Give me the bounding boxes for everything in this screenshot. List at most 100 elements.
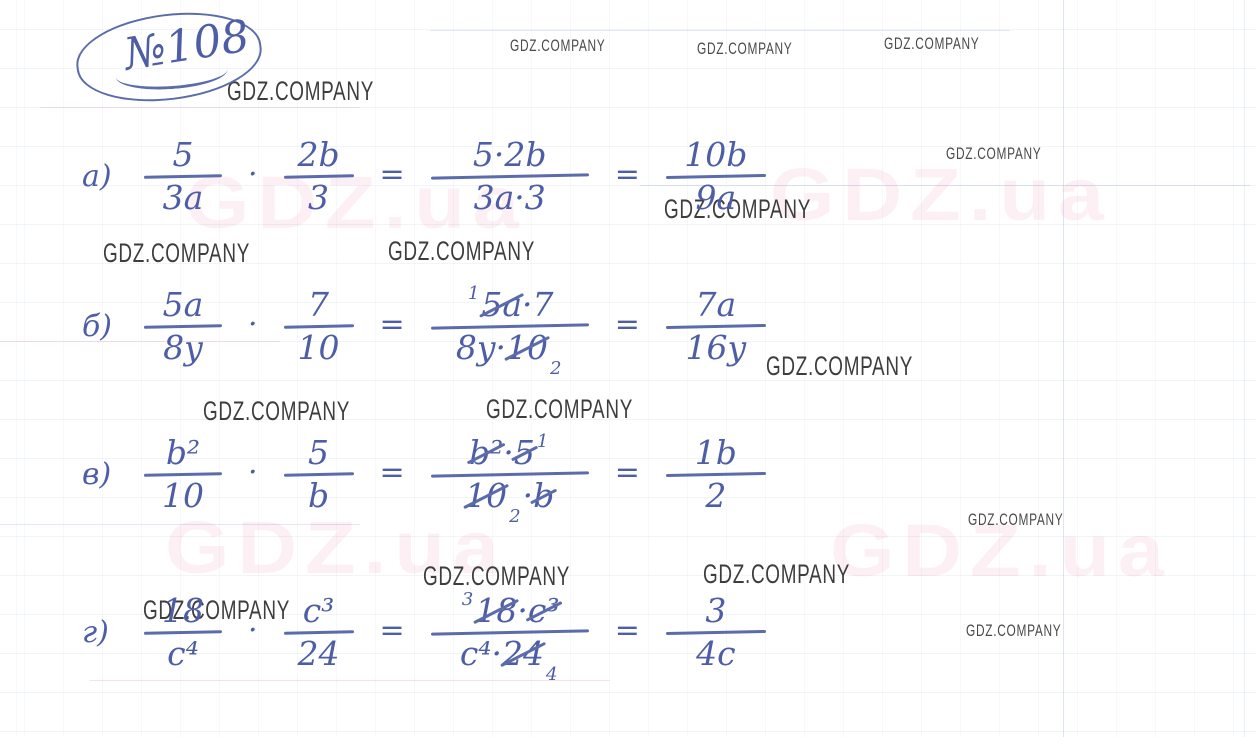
denominator: 10 bbox=[162, 475, 204, 515]
equals-sign: = bbox=[379, 157, 405, 193]
cancelled-term: b bbox=[533, 475, 555, 515]
denominator: b bbox=[307, 475, 330, 515]
fraction-bar bbox=[665, 471, 766, 477]
denominator: c⁴ bbox=[167, 633, 199, 673]
denominator: 9a bbox=[695, 177, 737, 217]
cancelled-term: b² bbox=[468, 433, 504, 472]
denominator: c⁴·244 bbox=[459, 633, 558, 686]
ghost-watermark: GDZ.ua bbox=[770, 153, 1112, 236]
denominator: 3a bbox=[162, 177, 204, 217]
fraction: 5·2b 3a·3 bbox=[430, 137, 589, 217]
grid-vertical-line bbox=[1063, 0, 1064, 737]
fraction: 15a·7 8y·102 bbox=[430, 282, 589, 380]
watermark: GDZ.COMPANY bbox=[966, 621, 1062, 640]
problem-row-2: б) 5a 8y · 7 10 = 15a·7 8y·102 = 7a 16y bbox=[82, 282, 766, 380]
multiply-dot: · bbox=[248, 613, 258, 649]
watermark: GDZ.COMPANY bbox=[766, 351, 914, 381]
numerator: b² bbox=[165, 433, 201, 472]
multiply-dot: · bbox=[248, 157, 258, 193]
part-label: г) bbox=[82, 615, 109, 651]
numerator: 7 bbox=[308, 285, 330, 324]
cancellation-annotation: 4 bbox=[546, 664, 558, 686]
fraction: 5 3a bbox=[143, 135, 223, 217]
cancelled-term: 5 bbox=[513, 433, 535, 472]
multiply-dot: · bbox=[248, 455, 258, 491]
denominator: 3 bbox=[308, 177, 330, 217]
fraction-bar bbox=[665, 629, 766, 635]
numerator: 7a bbox=[695, 285, 737, 324]
watermark: GDZ.COMPANY bbox=[143, 595, 291, 625]
cancelled-term: 24 bbox=[502, 633, 545, 673]
fraction: 5a 8y bbox=[143, 285, 223, 365]
watermark: GDZ.COMPANY bbox=[697, 39, 793, 58]
cancelled-term: 5a bbox=[481, 285, 523, 324]
equals-sign: = bbox=[379, 613, 405, 649]
numerator: 318·c³ bbox=[461, 588, 560, 630]
fraction: 7 10 bbox=[283, 285, 354, 367]
equals-sign: = bbox=[614, 455, 640, 491]
fraction: 18 c⁴ bbox=[143, 591, 223, 673]
fraction-bar bbox=[283, 173, 354, 179]
equals-sign: = bbox=[379, 307, 405, 343]
fraction: c³ 24 bbox=[283, 593, 354, 673]
part-label: а) bbox=[82, 159, 112, 195]
numerator: 5 bbox=[172, 135, 194, 174]
problem-row-4: г) 18 c⁴ · c³ 24 = 318·c³ c⁴·244 = 3 4c bbox=[82, 588, 766, 686]
numerator: 1b bbox=[694, 433, 737, 472]
grid-vertical-line bbox=[1244, 0, 1245, 737]
ghost-watermark: GDZ.ua bbox=[165, 506, 507, 589]
equals-sign: = bbox=[379, 455, 405, 491]
watermark: GDZ.COMPANY bbox=[203, 396, 351, 426]
problem-row-1: а) 5 3a · 2b 3 = 5·2b 3a·3 = 10b 9a bbox=[82, 135, 766, 217]
watermark: GDZ.COMPANY bbox=[703, 559, 851, 589]
multiply-dot: · bbox=[248, 307, 258, 343]
denominator: 10 bbox=[297, 327, 340, 367]
cancellation-annotation: 1 bbox=[536, 430, 549, 452]
part-label: б) bbox=[82, 309, 113, 345]
fraction: 2b 3 bbox=[283, 135, 354, 217]
fraction: 1b 2 bbox=[665, 433, 766, 513]
ruled-line-segment bbox=[40, 107, 360, 108]
numerator: 10b bbox=[684, 135, 748, 174]
denominator: 8y·102 bbox=[455, 327, 562, 380]
denominator: 4c bbox=[696, 633, 736, 673]
cancellation-annotation: 2 bbox=[549, 358, 562, 380]
numerator: 5 bbox=[308, 433, 330, 472]
denominator: 102·b bbox=[465, 475, 555, 528]
numerator: 15a·7 bbox=[467, 282, 554, 324]
fraction: 7a 16y bbox=[665, 285, 766, 367]
ruled-line-segment bbox=[0, 341, 280, 342]
numerator: 5a bbox=[162, 285, 204, 324]
ruled-line-segment bbox=[90, 680, 610, 681]
denominator: 16y bbox=[685, 327, 747, 367]
part-label: в) bbox=[82, 457, 112, 493]
cancelled-term: 10 bbox=[505, 327, 548, 367]
problem-row-3: в) b² 10 · 5 b = b²·5 1 102·b = 1b 2 bbox=[82, 430, 766, 528]
cancelled-term: 18 bbox=[475, 591, 518, 630]
denominator: 3a·3 bbox=[473, 177, 546, 217]
watermark: GDZ.COMPANY bbox=[103, 238, 251, 268]
watermark: GDZ.COMPANY bbox=[510, 36, 606, 55]
fraction-bar bbox=[283, 471, 354, 477]
numerator: 18 bbox=[162, 591, 204, 630]
cancelled-term: c³ bbox=[527, 591, 560, 630]
watermark: GDZ.COMPANY bbox=[968, 510, 1064, 529]
equals-sign: = bbox=[614, 307, 640, 343]
ruled-line-segment bbox=[430, 30, 1010, 31]
fraction: b² 10 bbox=[143, 433, 223, 515]
fraction: 318·c³ c⁴·244 bbox=[430, 588, 589, 686]
watermark: GDZ.COMPANY bbox=[664, 194, 812, 224]
equals-sign: = bbox=[614, 157, 640, 193]
numerator: b²·5 1 bbox=[468, 430, 549, 472]
watermark: GDZ.COMPANY bbox=[388, 236, 536, 266]
watermark: GDZ.COMPANY bbox=[884, 34, 980, 53]
fraction: 3 4c bbox=[665, 593, 766, 673]
denominator: 24 bbox=[297, 633, 340, 673]
cancelled-term: 10 bbox=[465, 475, 508, 515]
numerator: 2b bbox=[297, 135, 340, 174]
cancellation-annotation: 2 bbox=[509, 506, 521, 528]
ghost-watermark: GDZ.ua bbox=[830, 509, 1172, 592]
watermark: GDZ.COMPANY bbox=[423, 561, 571, 591]
